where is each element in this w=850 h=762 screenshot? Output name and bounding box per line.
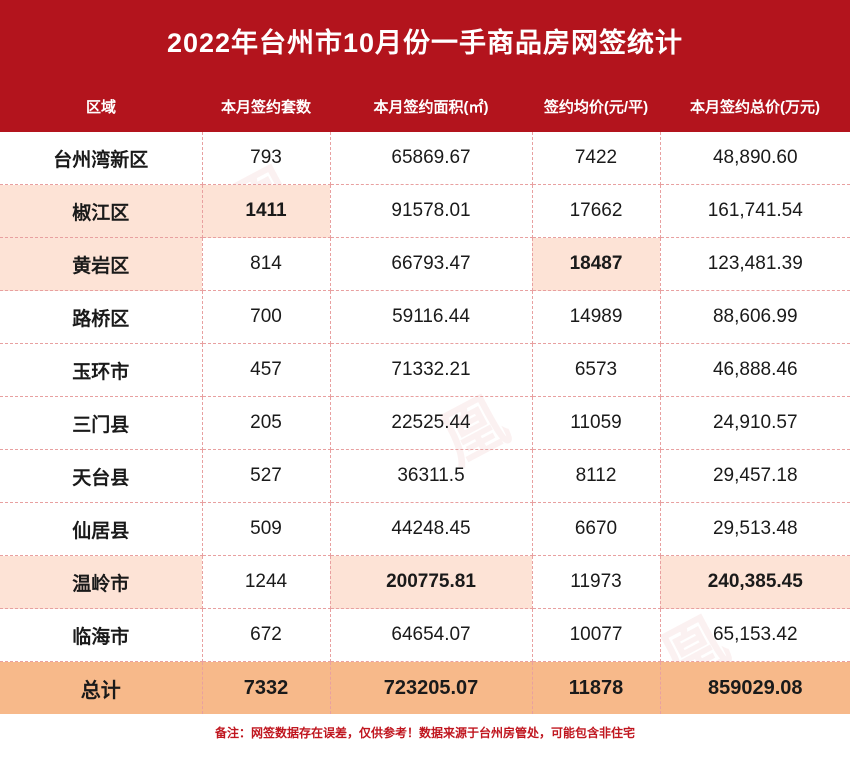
- units-cell: 814: [202, 237, 331, 291]
- header-avg-price: 签约均价(元/平): [543, 98, 649, 116]
- table-row: 三门县 205 22525.44 11059 24,910.57: [0, 396, 850, 450]
- table-row: 黄岩区 814 66793.47 18487 123,481.39: [0, 237, 850, 291]
- total-cell: 29,457.18: [660, 449, 850, 503]
- area-cell: 71332.21: [330, 343, 533, 397]
- footnote: 备注：网签数据存在误差，仅供参考！数据来源于台州房管处，可能包含非住宅: [214, 725, 635, 740]
- table-row: 临海市 672 64654.07 10077 65,153.42: [0, 608, 850, 662]
- total-cell: 161,741.54: [660, 184, 850, 238]
- region-cell: 椒江区: [0, 184, 203, 238]
- avg-price-cell: 17662: [532, 184, 661, 238]
- region-cell: 温岭市: [0, 555, 203, 609]
- area-cell: 91578.01: [330, 184, 533, 238]
- units-cell: 672: [202, 608, 331, 662]
- header-total: 本月签约总价(万元): [690, 98, 820, 116]
- area-cell: 200775.81: [330, 555, 533, 609]
- area-cell: 66793.47: [330, 237, 533, 291]
- units-cell: 457: [202, 343, 331, 397]
- units-cell: 700: [202, 290, 331, 344]
- total-cell: 24,910.57: [660, 396, 850, 450]
- header-units: 本月签约套数: [220, 98, 311, 116]
- header-region: 区域: [85, 98, 116, 116]
- region-cell: 玉环市: [0, 343, 203, 397]
- region-cell: 天台县: [0, 449, 203, 503]
- total-cell: 46,888.46: [660, 343, 850, 397]
- avg-price-cell: 11973: [532, 555, 661, 609]
- table-row: 路桥区 700 59116.44 14989 88,606.99: [0, 290, 850, 344]
- total-cell: 48,890.60: [660, 132, 850, 185]
- total-sum: 859029.08: [660, 661, 850, 714]
- table-row: 仙居县 509 44248.45 6670 29,513.48: [0, 502, 850, 556]
- table-row: 温岭市 1244 200775.81 11973 240,385.45: [0, 555, 850, 609]
- area-cell: 59116.44: [330, 290, 533, 344]
- total-cell: 65,153.42: [660, 608, 850, 662]
- avg-price-cell: 14989: [532, 290, 661, 344]
- area-cell: 64654.07: [330, 608, 533, 662]
- units-cell: 1411: [202, 184, 331, 238]
- region-cell: 路桥区: [0, 290, 203, 344]
- total-cell: 123,481.39: [660, 237, 850, 291]
- total-units: 7332: [202, 661, 331, 714]
- total-row: 总计 7332 723205.07 11878 859029.08: [0, 661, 850, 714]
- avg-price-cell: 7422: [532, 132, 661, 185]
- area-cell: 36311.5: [330, 449, 533, 503]
- total-label: 总计: [0, 661, 203, 714]
- total-area: 723205.07: [330, 661, 533, 714]
- avg-price-cell: 18487: [532, 237, 661, 291]
- avg-price-cell: 11059: [532, 396, 661, 450]
- avg-price-cell: 6573: [532, 343, 661, 397]
- total-cell: 88,606.99: [660, 290, 850, 344]
- region-cell: 三门县: [0, 396, 203, 450]
- total-cell: 240,385.45: [660, 555, 850, 609]
- region-cell: 台州湾新区: [0, 132, 203, 185]
- region-cell: 临海市: [0, 608, 203, 662]
- avg-price-cell: 10077: [532, 608, 661, 662]
- units-cell: 1244: [202, 555, 331, 609]
- table-row: 椒江区 1411 91578.01 17662 161,741.54: [0, 184, 850, 238]
- table-header: 区域 本月签约套数 本月签约面积(㎡) 签约均价(元/平) 本月签约总价(万元): [0, 80, 850, 132]
- avg-price-cell: 6670: [532, 502, 661, 556]
- page-title: 2022年台州市10月份一手商品房网签统计: [0, 0, 850, 80]
- stats-table: 台州湾新区 793 65869.67 7422 48,890.60 椒江区 14…: [0, 132, 850, 714]
- units-cell: 793: [202, 132, 331, 185]
- table-row: 玉环市 457 71332.21 6573 46,888.46: [0, 343, 850, 397]
- total-avg-price: 11878: [532, 661, 661, 714]
- table-row: 台州湾新区 793 65869.67 7422 48,890.60: [0, 132, 850, 185]
- area-cell: 44248.45: [330, 502, 533, 556]
- area-cell: 22525.44: [330, 396, 533, 450]
- units-cell: 527: [202, 449, 331, 503]
- total-cell: 29,513.48: [660, 502, 850, 556]
- header-area: 本月签约面积(㎡): [373, 98, 489, 116]
- avg-price-cell: 8112: [532, 449, 661, 503]
- area-cell: 65869.67: [330, 132, 533, 185]
- table-row: 天台县 527 36311.5 8112 29,457.18: [0, 449, 850, 503]
- region-cell: 仙居县: [0, 502, 203, 556]
- units-cell: 509: [202, 502, 331, 556]
- units-cell: 205: [202, 396, 331, 450]
- region-cell: 黄岩区: [0, 237, 203, 291]
